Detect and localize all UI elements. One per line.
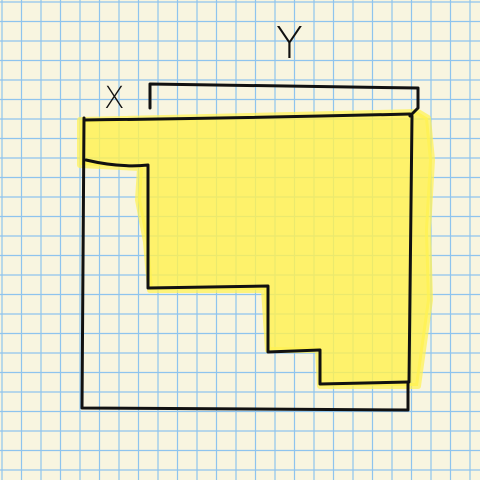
- label-x: X: [104, 81, 125, 116]
- y-top-bracket: [148, 82, 420, 118]
- staircase-boundary: [82, 112, 412, 386]
- label-y: Y: [276, 18, 303, 69]
- outer-rectangle-outline: [80, 114, 414, 412]
